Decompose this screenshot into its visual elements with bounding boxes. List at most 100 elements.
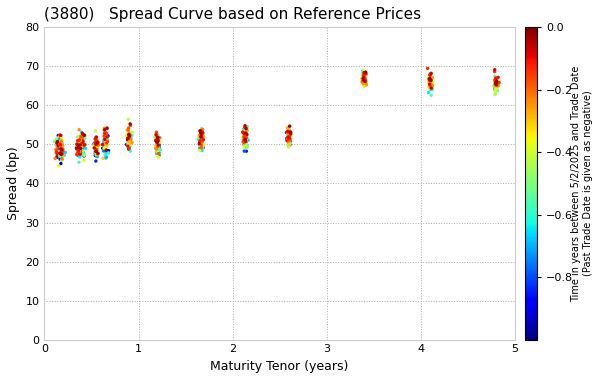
Point bbox=[152, 138, 161, 144]
Point bbox=[239, 134, 249, 140]
Point bbox=[101, 140, 110, 146]
Point bbox=[491, 81, 500, 87]
Point bbox=[424, 84, 434, 90]
Point bbox=[73, 140, 83, 146]
Point bbox=[490, 82, 499, 88]
Point bbox=[124, 135, 133, 141]
Point bbox=[101, 139, 111, 146]
Point bbox=[93, 150, 103, 157]
Point bbox=[57, 147, 67, 154]
Point bbox=[491, 80, 501, 86]
Point bbox=[241, 139, 250, 145]
Point bbox=[55, 150, 65, 156]
Point bbox=[197, 139, 207, 145]
Point bbox=[359, 72, 368, 78]
Point bbox=[92, 146, 101, 152]
Point bbox=[98, 141, 107, 147]
Point bbox=[57, 144, 67, 150]
Point bbox=[284, 136, 294, 142]
Point bbox=[124, 139, 134, 145]
Point bbox=[75, 141, 85, 147]
Point bbox=[285, 139, 295, 145]
Point bbox=[57, 151, 67, 157]
Point bbox=[240, 132, 250, 138]
Point bbox=[239, 137, 249, 143]
Point bbox=[78, 131, 88, 138]
Point bbox=[56, 143, 65, 149]
Point bbox=[79, 140, 88, 146]
Point bbox=[56, 160, 65, 166]
Point bbox=[78, 149, 88, 155]
Point bbox=[152, 138, 161, 144]
Point bbox=[286, 129, 295, 135]
Point bbox=[91, 148, 101, 154]
Point bbox=[197, 138, 207, 144]
Point bbox=[196, 138, 205, 144]
Point bbox=[241, 144, 250, 150]
Point bbox=[195, 138, 205, 144]
Point bbox=[53, 142, 62, 149]
Point bbox=[77, 142, 86, 148]
Point bbox=[152, 140, 162, 146]
Point bbox=[101, 130, 110, 136]
Point bbox=[361, 69, 370, 75]
Point bbox=[74, 137, 84, 143]
Point bbox=[124, 140, 134, 146]
Point bbox=[79, 139, 88, 146]
Point bbox=[196, 136, 205, 142]
Point bbox=[55, 142, 64, 149]
Point bbox=[56, 155, 66, 161]
Point bbox=[55, 147, 64, 153]
Point bbox=[101, 138, 111, 144]
Point bbox=[100, 128, 109, 134]
Point bbox=[56, 141, 66, 147]
Point bbox=[75, 149, 85, 155]
Point bbox=[53, 152, 63, 158]
Point bbox=[102, 135, 112, 141]
Point bbox=[103, 126, 112, 132]
Point bbox=[55, 136, 65, 142]
Point bbox=[124, 142, 133, 148]
Point bbox=[283, 125, 292, 131]
Point bbox=[285, 140, 295, 146]
Point bbox=[58, 146, 67, 152]
Point bbox=[124, 133, 134, 139]
Point bbox=[362, 82, 371, 88]
Point bbox=[76, 150, 86, 156]
Point bbox=[197, 142, 206, 148]
Point bbox=[426, 87, 436, 93]
Point bbox=[53, 146, 62, 152]
Point bbox=[74, 148, 84, 154]
Point bbox=[196, 140, 205, 146]
Point bbox=[55, 152, 65, 158]
Point bbox=[240, 123, 250, 129]
Point bbox=[238, 139, 248, 145]
Point bbox=[77, 144, 86, 150]
Point bbox=[73, 140, 83, 146]
Point bbox=[92, 145, 101, 151]
Point bbox=[89, 142, 99, 149]
Point bbox=[57, 147, 67, 153]
Point bbox=[283, 136, 292, 142]
Point bbox=[55, 132, 65, 138]
Point bbox=[359, 67, 369, 73]
Point bbox=[99, 136, 109, 142]
Point bbox=[286, 129, 295, 135]
Point bbox=[100, 146, 110, 152]
Point bbox=[56, 157, 66, 163]
Point bbox=[58, 157, 67, 163]
Point bbox=[240, 130, 250, 136]
Point bbox=[195, 136, 205, 142]
Point bbox=[197, 145, 206, 151]
Point bbox=[196, 143, 206, 149]
Point bbox=[359, 74, 369, 80]
Point bbox=[358, 73, 368, 79]
Point bbox=[425, 83, 435, 89]
Point bbox=[101, 139, 110, 145]
Point bbox=[78, 150, 88, 157]
Point bbox=[92, 150, 101, 156]
Point bbox=[195, 132, 205, 138]
Point bbox=[56, 154, 65, 160]
Point bbox=[154, 152, 164, 158]
Point bbox=[56, 138, 66, 144]
